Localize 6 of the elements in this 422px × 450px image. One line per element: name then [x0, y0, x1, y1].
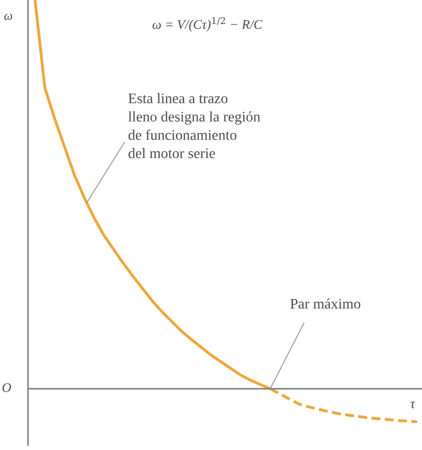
annotation: Par máximo	[290, 298, 360, 309]
x-axis-title: τ	[410, 402, 416, 408]
annotation: Esta linea a trazo lleno designa la región de funcionamiento del motor serie	[128, 93, 260, 158]
annotation: ω = V/(Cτ)$^{1/2}$ − R/C	[152, 17, 262, 32]
text: O	[2, 383, 12, 392]
y-axis-title: ω	[4, 14, 12, 20]
